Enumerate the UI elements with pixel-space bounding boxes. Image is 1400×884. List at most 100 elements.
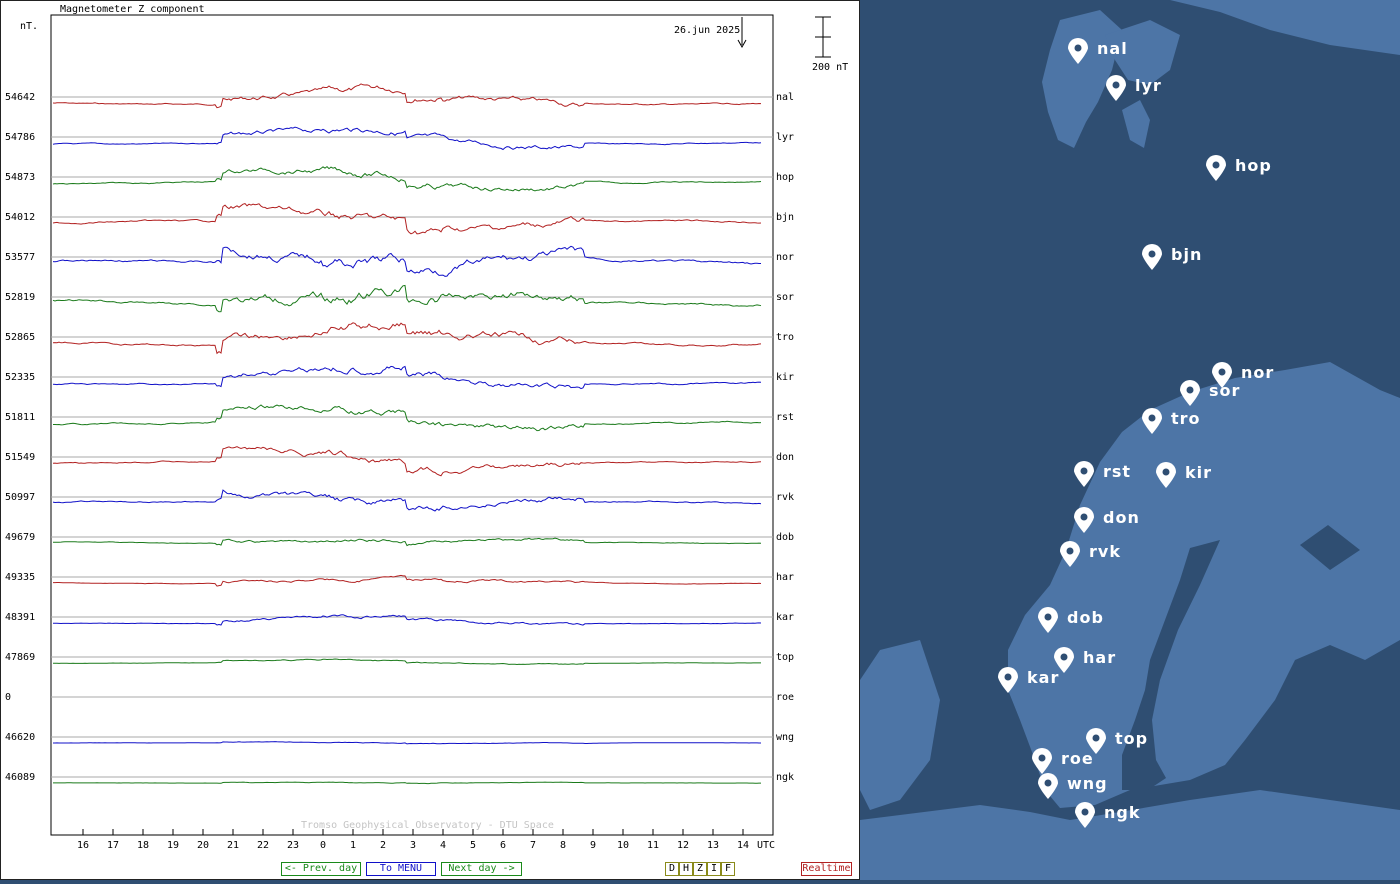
time-axis: 16 17 18 19 20 21 22 23 0 1 2 3 4 5 6 7 8 9 10 11 12 13 14 [77, 829, 749, 851]
trace-don [52, 446, 762, 477]
map-pin-rst[interactable]: rst [1074, 461, 1131, 487]
map-pin-label: lyr [1135, 76, 1162, 95]
map-pin-label: wng [1067, 774, 1108, 793]
map-pin-bjn[interactable]: bjn [1142, 244, 1202, 270]
map-pin-label: tro [1171, 409, 1201, 428]
next-day-button[interactable]: Next day -> [441, 862, 522, 876]
hour-tick-label: 10 [617, 840, 629, 851]
magnetogram-chart: Magnetometer Z component nT. 54642 nal547… [5, 4, 848, 851]
trace-nal [52, 83, 762, 109]
map-pin-nal[interactable]: nal [1068, 38, 1128, 64]
hour-tick-label: 4 [440, 840, 446, 851]
map-pin-label: nal [1097, 39, 1128, 58]
map-pin-kar[interactable]: kar [998, 667, 1059, 693]
component-i-button[interactable]: I [707, 862, 721, 876]
hour-tick-label: 3 [410, 840, 416, 851]
station-code-wng: wng [776, 732, 794, 743]
trace-nor [52, 245, 761, 277]
trace-kir [52, 365, 762, 390]
map-pin-label: kir [1185, 463, 1212, 482]
map-pin-top[interactable]: top [1086, 728, 1148, 754]
trace-top [52, 658, 761, 666]
map-pin-don[interactable]: don [1074, 507, 1140, 533]
map-pin-har[interactable]: har [1054, 647, 1116, 673]
station-baseline-rst: 51811 [5, 412, 35, 423]
hour-tick-label: 12 [677, 840, 689, 851]
map-pin-hop[interactable]: hop [1206, 155, 1272, 181]
station-baseline-bjn: 54012 [5, 212, 35, 223]
station-code-rvk: rvk [776, 492, 794, 503]
grid-lines [51, 96, 773, 778]
station-code-ngk: ngk [776, 772, 794, 783]
plot-title: Magnetometer Z component [60, 4, 205, 15]
map-pin-ngk[interactable]: ngk [1075, 802, 1140, 828]
station-code-rst: rst [776, 412, 794, 423]
hour-tick-label: 14 [737, 840, 749, 851]
hour-tick-label: 1 [350, 840, 356, 851]
station-baseline-tro: 52865 [5, 332, 35, 343]
scale-label: 200 nT [812, 62, 848, 73]
map-pin-label: hop [1235, 156, 1272, 175]
trace-kar [53, 614, 762, 626]
hour-tick-label: 5 [470, 840, 476, 851]
hour-tick-label: 20 [197, 840, 209, 851]
station-code-har: har [776, 572, 794, 583]
station-baseline-rvk: 50997 [5, 492, 35, 503]
station-code-dob: dob [776, 532, 794, 543]
station-baseline-kir: 52335 [5, 372, 35, 383]
map-pin-roe[interactable]: roe [1032, 748, 1094, 774]
trace-har [53, 574, 762, 587]
map-pin-kir[interactable]: kir [1156, 462, 1212, 488]
map-pin-dob[interactable]: dob [1038, 607, 1104, 633]
trace-rst [53, 404, 762, 432]
to-menu-button[interactable]: To MENU [366, 862, 436, 876]
prev-day-button[interactable]: <- Prev. day [281, 862, 361, 876]
station-code-kir: kir [776, 372, 794, 383]
hour-tick-label: 8 [560, 840, 566, 851]
trace-bjn [52, 203, 762, 235]
map-pin-label: sor [1209, 381, 1240, 400]
map-pin-label: top [1115, 729, 1148, 748]
trace-hop [52, 165, 762, 192]
map-pin-label: dob [1067, 608, 1104, 627]
utc-label: UTC [757, 840, 775, 851]
map-pin-label: bjn [1171, 245, 1202, 264]
map-pin-label: ngk [1104, 803, 1140, 822]
map-pin-label: kar [1027, 668, 1059, 687]
map-pin-tro[interactable]: tro [1142, 408, 1201, 434]
map-pin-nor[interactable]: nor [1212, 362, 1274, 388]
station-baseline-nor: 53577 [5, 252, 35, 263]
unit-label: nT. [20, 21, 38, 32]
trace-tro [52, 322, 762, 355]
trace-layer [52, 83, 762, 785]
station-baseline-sor: 52819 [5, 292, 35, 303]
map-pin-lyr[interactable]: lyr [1106, 75, 1162, 101]
station-code-lyr: lyr [776, 132, 794, 143]
hour-tick-label: 7 [530, 840, 536, 851]
component-f-button[interactable]: F [721, 862, 735, 876]
station-baseline-lyr: 54786 [5, 132, 35, 143]
map-pin-label: har [1083, 648, 1116, 667]
station-baseline-nal: 54642 [5, 92, 35, 103]
component-h-button[interactable]: H [679, 862, 693, 876]
date-marker-arrow [737, 17, 747, 49]
map-pin-wng[interactable]: wng [1038, 773, 1108, 799]
station-code-sor: sor [776, 292, 794, 303]
component-z-button[interactable]: Z [693, 862, 707, 876]
station-code-bjn: bjn [776, 212, 794, 223]
component-d-button[interactable]: D [665, 862, 679, 876]
station-baseline-har: 49335 [5, 572, 35, 583]
station-code-don: don [776, 452, 794, 463]
map-pin-rvk[interactable]: rvk [1060, 541, 1121, 567]
date-label: 26.jun 2025 [674, 25, 740, 36]
station-baseline-top: 47869 [5, 652, 35, 663]
trace-dob [53, 537, 762, 547]
hour-tick-label: 11 [647, 840, 659, 851]
map-pin-sor[interactable]: sor [1180, 380, 1240, 406]
realtime-button[interactable]: Realtime [801, 862, 852, 876]
station-baseline-hop: 54873 [5, 172, 35, 183]
hour-tick-label: 18 [137, 840, 149, 851]
station-code-nor: nor [776, 252, 794, 263]
hour-tick-label: 17 [107, 840, 119, 851]
station-baseline-wng: 46620 [5, 732, 35, 743]
